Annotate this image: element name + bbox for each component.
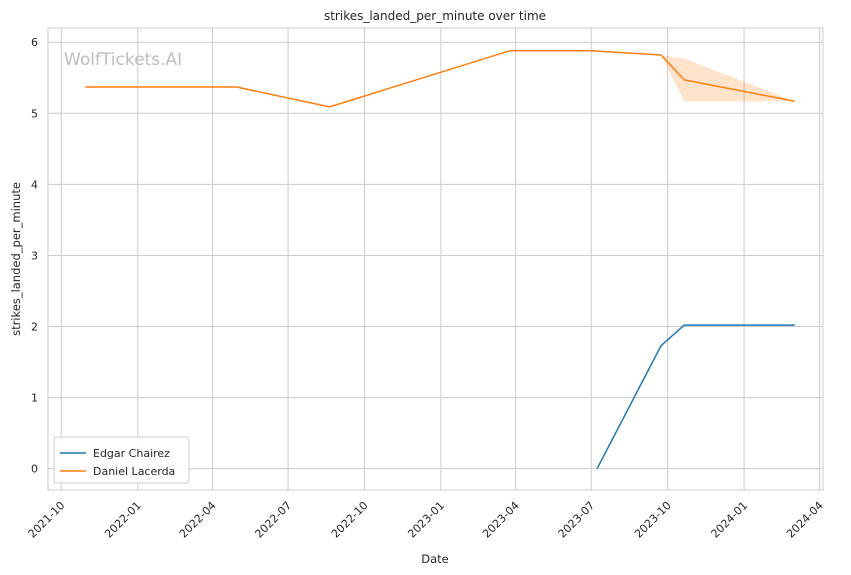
y-tick-label: 6 [31,36,38,49]
series-line [596,324,795,470]
confidence-band [661,55,795,102]
legend-label-daniel-lacerda: Daniel Lacerda [93,465,175,478]
y-tick-label: 2 [31,321,38,334]
series-lines [85,49,795,470]
x-axis-title: Date [421,552,449,566]
legend-box [53,436,190,484]
y-tick-label: 5 [31,107,38,120]
watermark: WolfTickets.AI [64,50,182,70]
plot-frame [47,27,824,491]
y-tick-label: 3 [31,249,38,262]
y-axis-title: strikes_landed_per_minute [9,182,23,336]
y-tick-label: 4 [31,178,38,191]
series-line [85,49,795,108]
grid-lines [48,28,823,490]
confidence-bands [661,55,795,102]
legend: Edgar Chairez Daniel Lacerda [53,436,190,484]
y-tick-labels: 0 1 2 3 4 5 6 [31,36,38,475]
legend-label-edgar-chairez: Edgar Chairez [93,447,170,460]
y-tick-label: 1 [31,392,38,405]
chart-title: strikes_landed_per_minute over time [324,9,546,23]
y-tick-label: 0 [31,463,38,476]
